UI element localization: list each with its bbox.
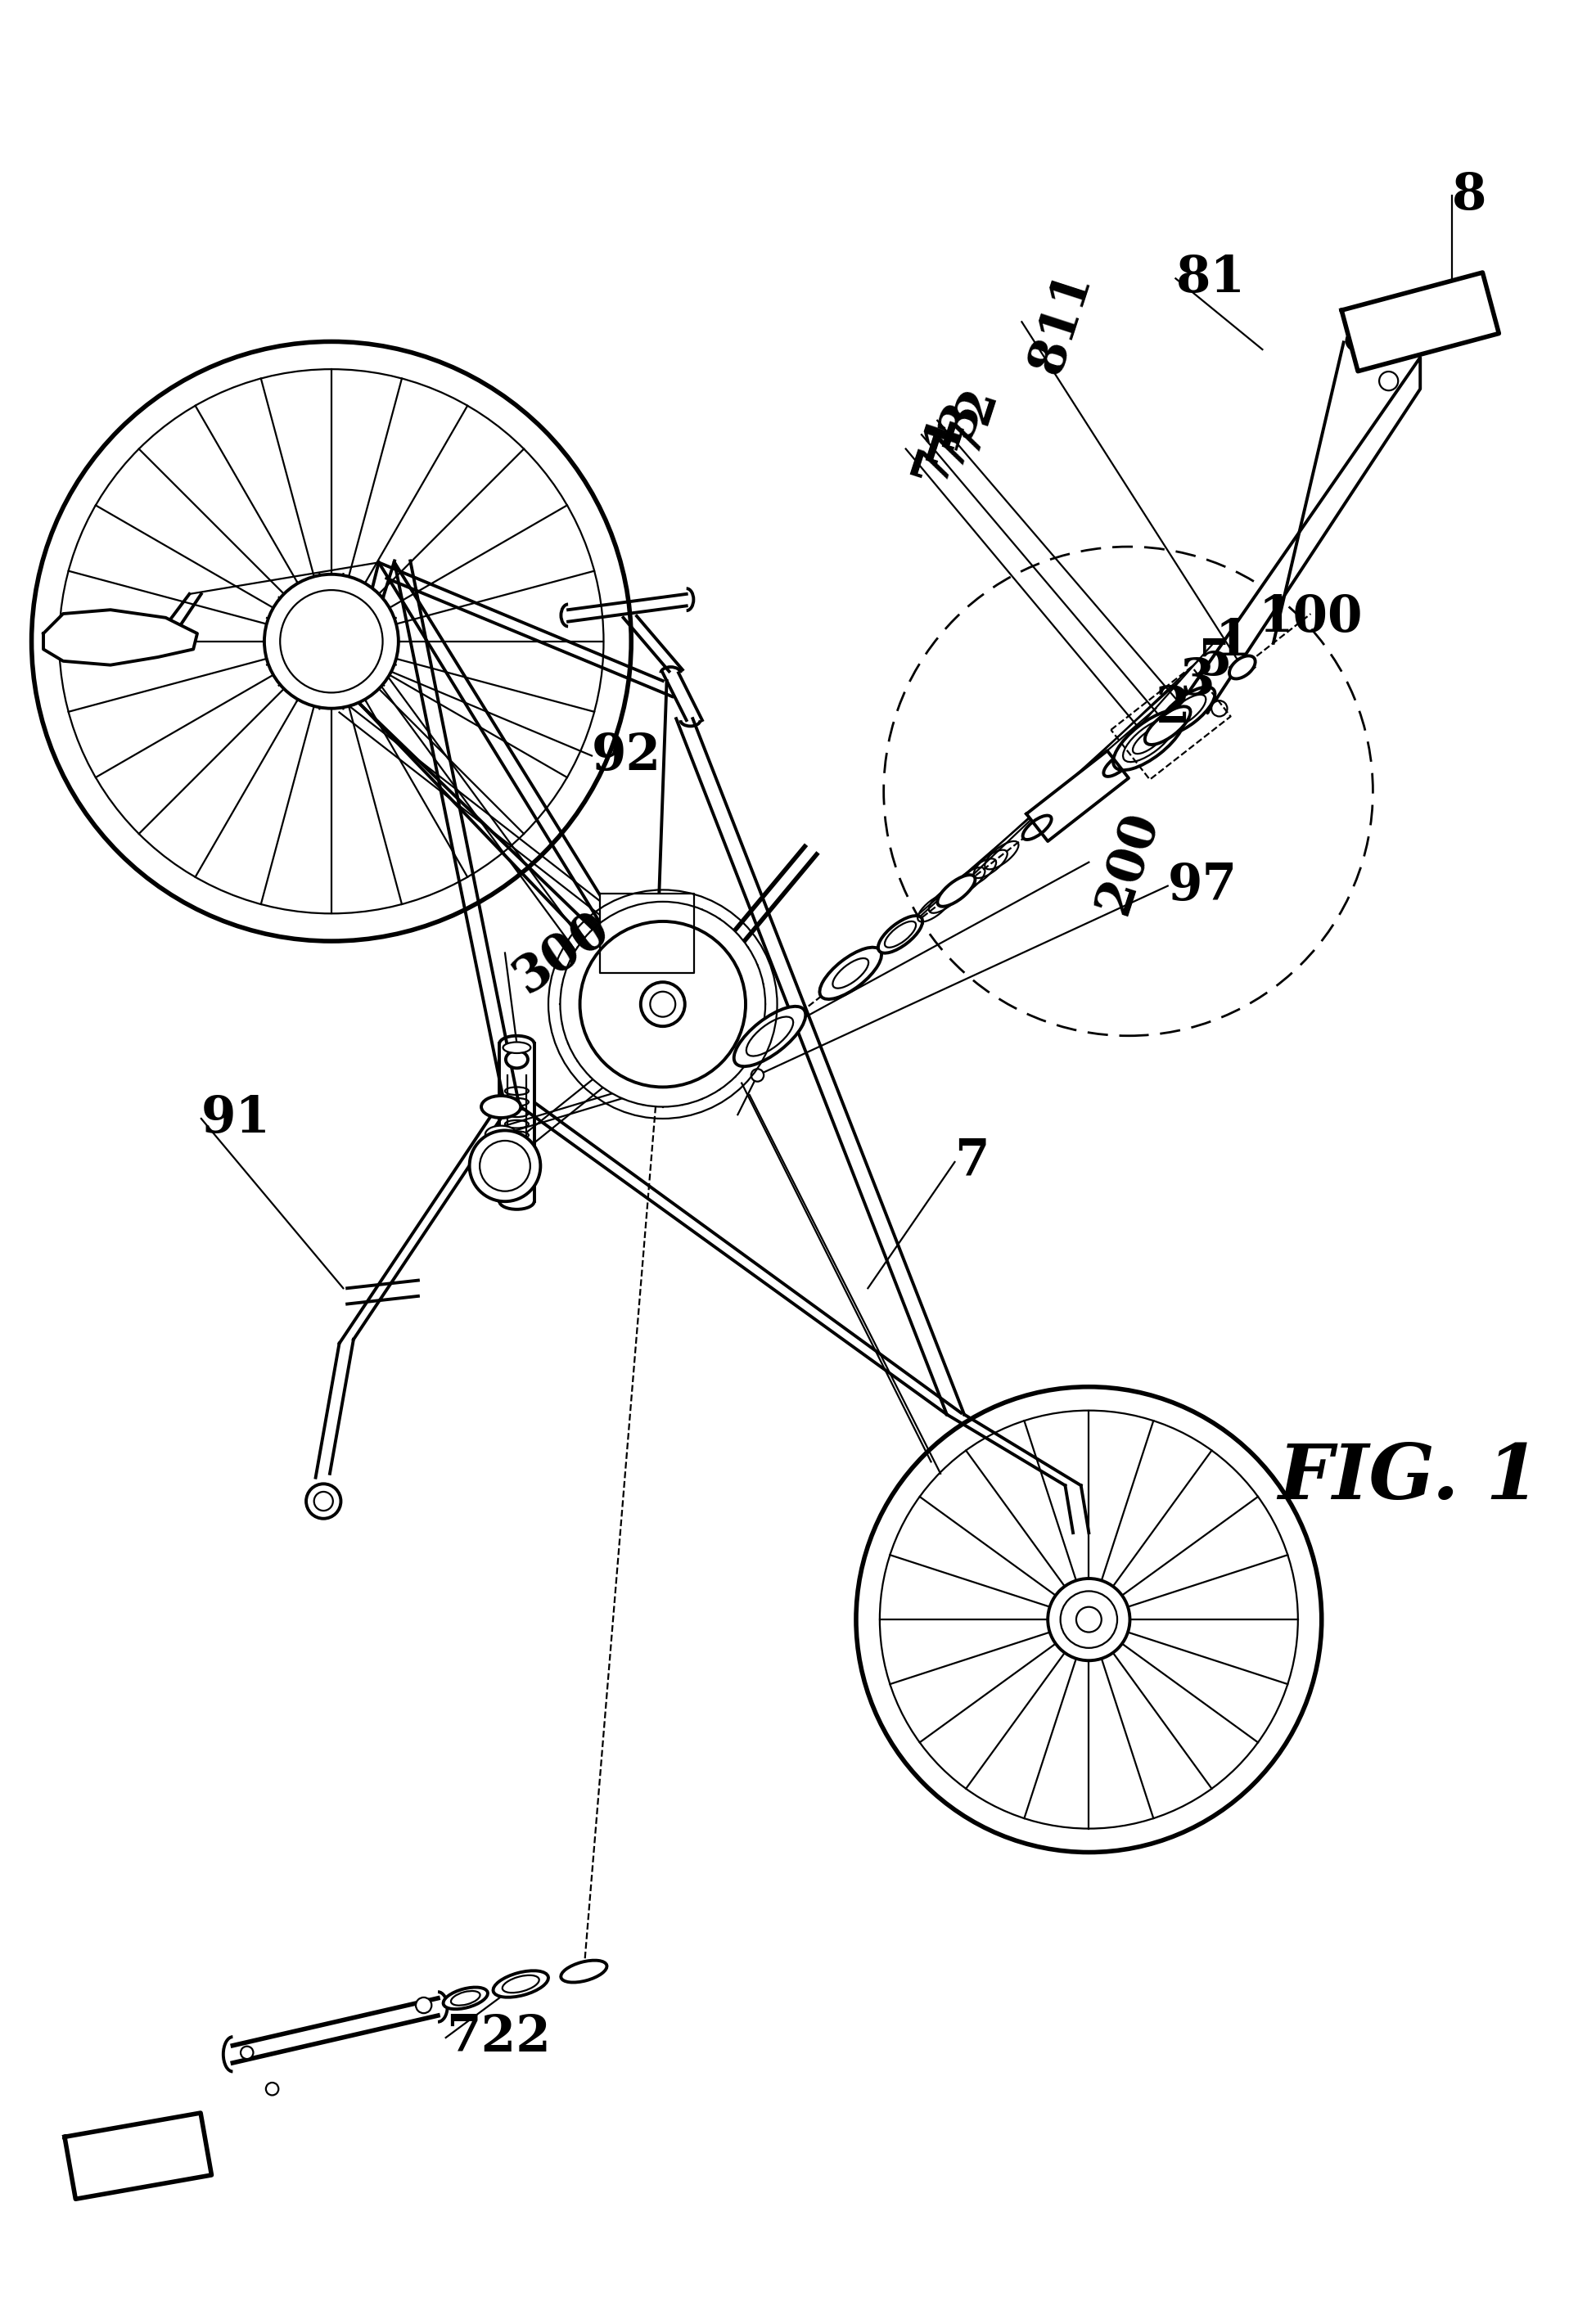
Circle shape [479,1141,530,1192]
Text: 72: 72 [938,379,1006,460]
Text: 300: 300 [505,904,619,1004]
Ellipse shape [494,1971,549,1996]
Text: 81: 81 [1176,253,1246,302]
Ellipse shape [1103,753,1132,776]
Ellipse shape [1144,706,1190,744]
Circle shape [279,590,382,693]
Circle shape [1379,372,1398,390]
Ellipse shape [884,920,916,948]
Text: 200: 200 [1089,804,1168,920]
Polygon shape [1027,751,1128,841]
Ellipse shape [503,1041,530,1053]
Text: 7: 7 [955,1136,990,1188]
Circle shape [279,590,382,693]
Circle shape [241,2047,254,2059]
Ellipse shape [1022,816,1052,839]
Text: 97: 97 [1168,862,1238,911]
Ellipse shape [833,957,868,988]
Circle shape [189,2143,205,2157]
Circle shape [641,983,686,1027]
Text: 3: 3 [1179,655,1214,706]
Text: 8: 8 [1452,172,1487,221]
Circle shape [560,902,765,1106]
Ellipse shape [1230,655,1255,679]
Circle shape [579,920,746,1088]
Text: 71: 71 [906,409,974,490]
Circle shape [1047,1578,1130,1662]
Text: 91: 91 [202,1095,271,1143]
Circle shape [1347,332,1366,351]
Circle shape [265,574,398,709]
Circle shape [306,1483,341,1518]
Ellipse shape [506,1050,528,1069]
Circle shape [416,1996,432,2013]
Ellipse shape [451,1992,481,2006]
Ellipse shape [938,874,974,906]
Text: 722: 722 [446,2013,551,2061]
Circle shape [751,1069,763,1081]
Polygon shape [1111,667,1230,779]
Circle shape [295,607,367,676]
Ellipse shape [1166,695,1206,727]
Ellipse shape [1124,718,1174,762]
Circle shape [1211,700,1227,716]
Circle shape [470,1129,541,1202]
Polygon shape [600,895,695,974]
Polygon shape [43,609,197,665]
Text: 5: 5 [1198,637,1233,686]
Ellipse shape [1133,727,1165,753]
Ellipse shape [878,916,922,953]
Ellipse shape [1157,688,1216,734]
Ellipse shape [443,1987,487,2008]
Polygon shape [65,2113,211,2199]
Circle shape [314,1492,333,1511]
Text: 1: 1 [1216,616,1251,667]
Ellipse shape [489,1153,513,1164]
Text: 811: 811 [1022,265,1101,379]
Ellipse shape [481,1095,521,1118]
Ellipse shape [733,1006,806,1067]
Text: 2: 2 [1155,683,1190,732]
Ellipse shape [560,1961,606,1982]
Ellipse shape [1112,711,1185,769]
Ellipse shape [503,1975,540,1992]
Ellipse shape [486,1125,517,1143]
Polygon shape [1190,358,1420,713]
Ellipse shape [819,948,881,999]
Polygon shape [1341,272,1498,372]
Circle shape [1076,1606,1101,1631]
Text: 100: 100 [1258,593,1363,641]
Text: FIG. 1: FIG. 1 [1278,1441,1541,1515]
Circle shape [267,2082,279,2096]
Circle shape [1060,1592,1117,1648]
Circle shape [651,992,676,1018]
Text: 73: 73 [922,395,990,476]
Text: 92: 92 [592,732,662,781]
Ellipse shape [746,1016,794,1055]
